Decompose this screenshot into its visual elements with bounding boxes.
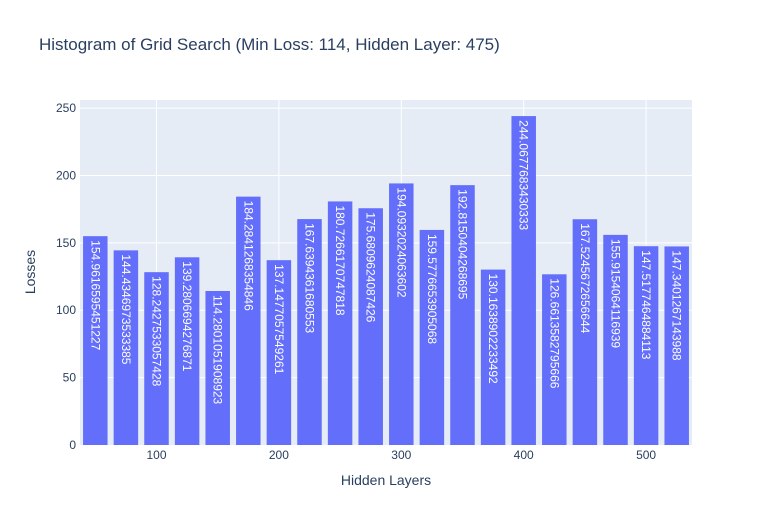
bar	[266, 260, 292, 445]
bar-value-label: 128.2427533057428	[150, 276, 164, 386]
bar-labels: 154.9616595451227 144.4346973533385 128.24…	[88, 120, 683, 404]
bar-value-label: 175.6809624087426	[364, 212, 378, 322]
bar	[511, 116, 536, 446]
bar	[144, 272, 169, 445]
x-tick-label: 400	[514, 448, 534, 462]
bar	[327, 201, 353, 445]
bar-value-label: 167.5245672656644	[578, 223, 592, 333]
x-axis-ticks: 100 200 300 400 500	[146, 448, 656, 462]
chart-title: Histogram of Grid Search (Min Loss: 114,…	[39, 35, 500, 54]
x-axis-title: Hidden Layers	[341, 472, 431, 488]
bar-value-label: 114.2801051908923	[211, 295, 225, 405]
y-tick-label: 50	[63, 371, 77, 385]
y-tick-label: 0	[69, 438, 76, 452]
bar	[174, 257, 200, 445]
bar-value-label: 130.1638902233492	[486, 274, 500, 384]
plot-area	[80, 100, 692, 445]
bar	[113, 250, 139, 445]
y-axis-title: Losses	[22, 250, 38, 294]
bars	[83, 116, 689, 446]
bar-value-label: 192.8150404268695	[456, 189, 470, 299]
bar	[83, 236, 108, 445]
bar-value-label: 184.2841268354846	[241, 201, 255, 311]
bar	[389, 183, 414, 445]
x-tick-label: 300	[391, 448, 411, 462]
bar	[450, 185, 475, 445]
bar	[572, 219, 598, 445]
bar	[480, 269, 506, 445]
bar-value-label: 137.1477057549261	[272, 264, 286, 374]
y-axis-ticks: 0 50 100 150 200 250	[56, 101, 76, 452]
x-tick-label: 500	[636, 448, 656, 462]
bar	[603, 234, 628, 445]
x-tick-label: 100	[146, 448, 166, 462]
bar-value-label: 139.2806694276871	[180, 261, 194, 371]
bar	[419, 229, 445, 445]
bar	[297, 219, 322, 445]
bar-value-label: 167.6394361680553	[303, 223, 317, 333]
bar-value-label: 159.5776653905068	[425, 234, 439, 344]
bar-value-label: 144.4346973533385	[119, 254, 133, 364]
y-tick-label: 250	[56, 101, 76, 115]
bar	[664, 246, 689, 445]
bar-value-label: 180.7266170747818	[333, 205, 347, 315]
bar-value-label: 126.6613582795666	[547, 278, 561, 388]
bar	[542, 274, 567, 445]
bar-value-label: 155.9154064116939	[609, 239, 623, 349]
x-tick-label: 200	[269, 448, 289, 462]
y-tick-label: 100	[56, 303, 76, 317]
y-tick-label: 200	[56, 168, 76, 182]
bar	[205, 290, 230, 445]
bar	[236, 196, 261, 445]
bar-value-label: 147.5177464884113	[639, 250, 653, 360]
bar-value-label: 154.9616595451227	[88, 240, 102, 350]
bar	[633, 246, 659, 445]
bar	[358, 208, 383, 445]
bar-value-label: 147.3401267143988	[670, 250, 684, 360]
y-tick-label: 150	[56, 236, 76, 250]
bar-value-label: 194.0932024063602	[394, 187, 408, 297]
bar-value-label: 244.0677683430333	[517, 120, 531, 230]
